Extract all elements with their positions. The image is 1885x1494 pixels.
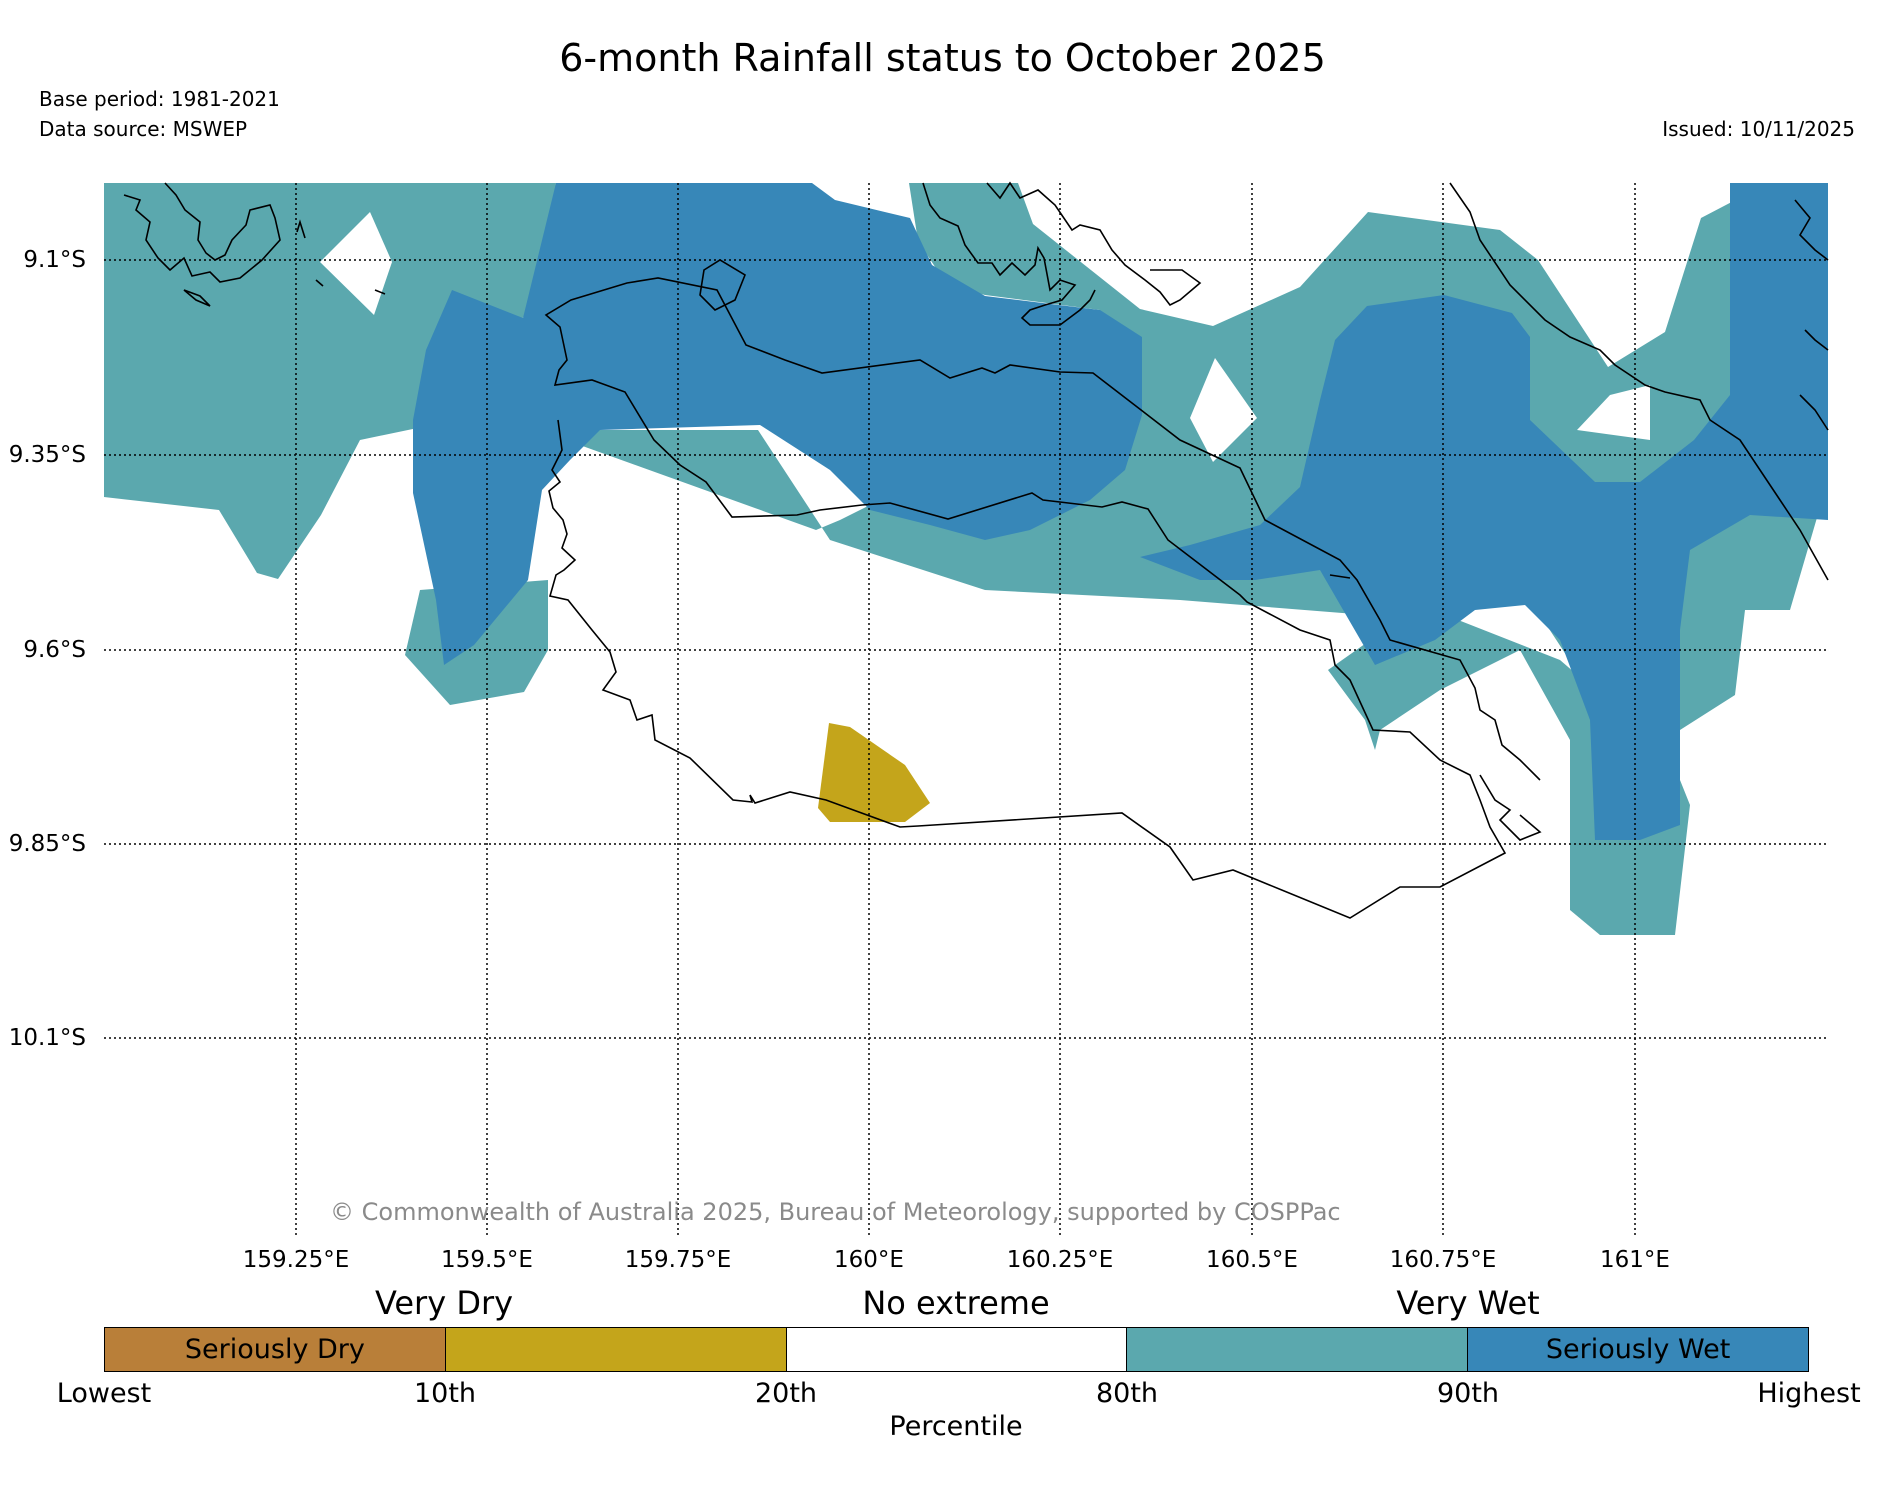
lon-label: 160.25°E <box>1006 1247 1114 1273</box>
very-dry-region <box>818 723 930 822</box>
lon-label: 160.5°E <box>1206 1247 1298 1273</box>
graticule <box>104 183 1828 1235</box>
legend-category-very-dry: Very Dry <box>374 1284 514 1322</box>
legend-colorbar: Seriously Dry Seriously Wet <box>104 1327 1809 1372</box>
no-extreme-holes <box>320 212 1650 462</box>
legend-tick: 80th <box>1095 1378 1159 1409</box>
issued-date: Issued: 10/11/2025 <box>1662 117 1855 141</box>
map-title: 6-month Rainfall status to October 2025 <box>559 36 1326 80</box>
lon-label: 159.25°E <box>242 1247 350 1273</box>
legend-tick: 20th <box>754 1378 818 1409</box>
legend-category-very-wet: Very Wet <box>1396 1284 1540 1322</box>
base-period: Base period: 1981-2021 <box>39 87 280 111</box>
copyright-notice: © Commonwealth of Australia 2025, Bureau… <box>330 1198 1341 1226</box>
legend-tick: 10th <box>413 1378 477 1409</box>
lon-label: 161°E <box>1600 1247 1670 1273</box>
lat-label: 10.1°S <box>8 1025 86 1051</box>
lat-label: 9.85°S <box>8 831 86 857</box>
lon-label: 159.5°E <box>441 1247 533 1273</box>
legend-tick: Highest <box>1757 1378 1861 1409</box>
lat-label: 9.6°S <box>23 637 86 663</box>
coastline <box>123 181 1829 919</box>
legend-segment-seriously-wet: Seriously Wet <box>1468 1328 1808 1371</box>
lon-label: 160°E <box>834 1247 904 1273</box>
legend-axis-title: Percentile <box>889 1411 1023 1442</box>
lat-label: 9.1°S <box>23 247 86 273</box>
legend-segment-no-extreme <box>786 1328 1128 1371</box>
legend-segment-very-wet <box>1127 1328 1469 1371</box>
data-source: Data source: MSWEP <box>39 117 248 141</box>
seriously-wet-region <box>413 183 1828 840</box>
lon-label: 159.75°E <box>624 1247 732 1273</box>
legend-segment-very-dry <box>445 1328 787 1371</box>
legend-category-no-extreme: No extreme <box>862 1284 1050 1322</box>
legend-tick: Lowest <box>56 1378 152 1409</box>
lon-label: 160.75°E <box>1389 1247 1497 1273</box>
legend-segment-seriously-dry: Seriously Dry <box>105 1328 446 1371</box>
legend-tick: 90th <box>1436 1378 1500 1409</box>
lat-label: 9.35°S <box>8 442 86 468</box>
